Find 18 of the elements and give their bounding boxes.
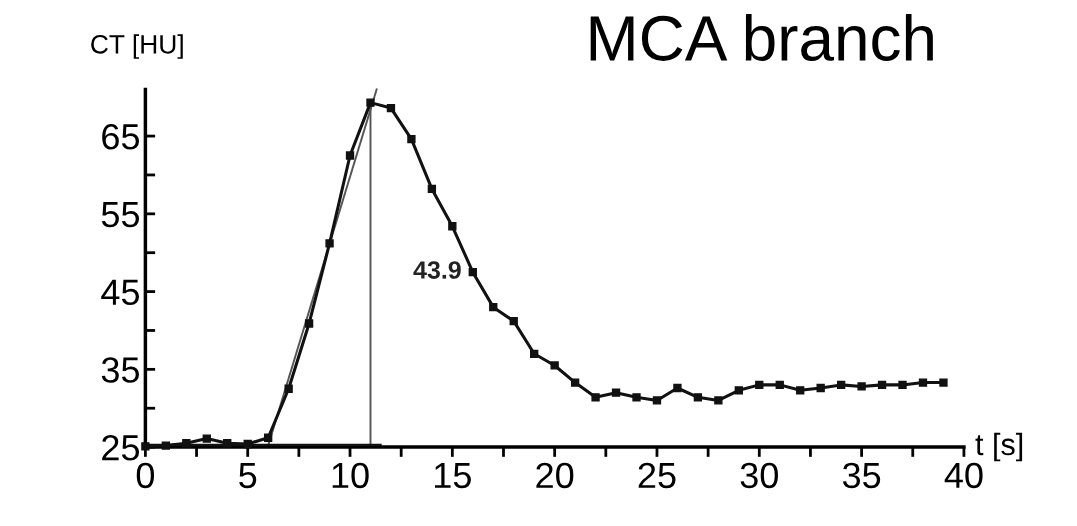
y-axis-title: CT [HU] bbox=[91, 34, 183, 59]
x-tick-label: 10 bbox=[332, 462, 369, 489]
chart-title: MCA branch bbox=[590, 14, 933, 62]
x-tick-label: 40 bbox=[944, 462, 983, 489]
x-tick-label: 5 bbox=[239, 463, 257, 489]
y-tick-label: 65 bbox=[102, 123, 140, 150]
x-tick-label: 15 bbox=[435, 463, 471, 489]
x-tick-label: 25 bbox=[638, 462, 676, 489]
x-tick-label: 35 bbox=[842, 462, 881, 489]
y-tick-label: 55 bbox=[101, 202, 140, 228]
x-tick-label: 0 bbox=[136, 462, 155, 489]
y-tick-label: 25 bbox=[102, 434, 140, 461]
x-axis-title: t [s] bbox=[975, 432, 1023, 462]
x-tick-label: 30 bbox=[740, 462, 778, 489]
annotation: 43.9 bbox=[413, 261, 461, 279]
y-tick-label: 45 bbox=[101, 279, 140, 306]
x-tick-label: 20 bbox=[536, 462, 574, 489]
y-tick-label: 35 bbox=[101, 357, 140, 383]
